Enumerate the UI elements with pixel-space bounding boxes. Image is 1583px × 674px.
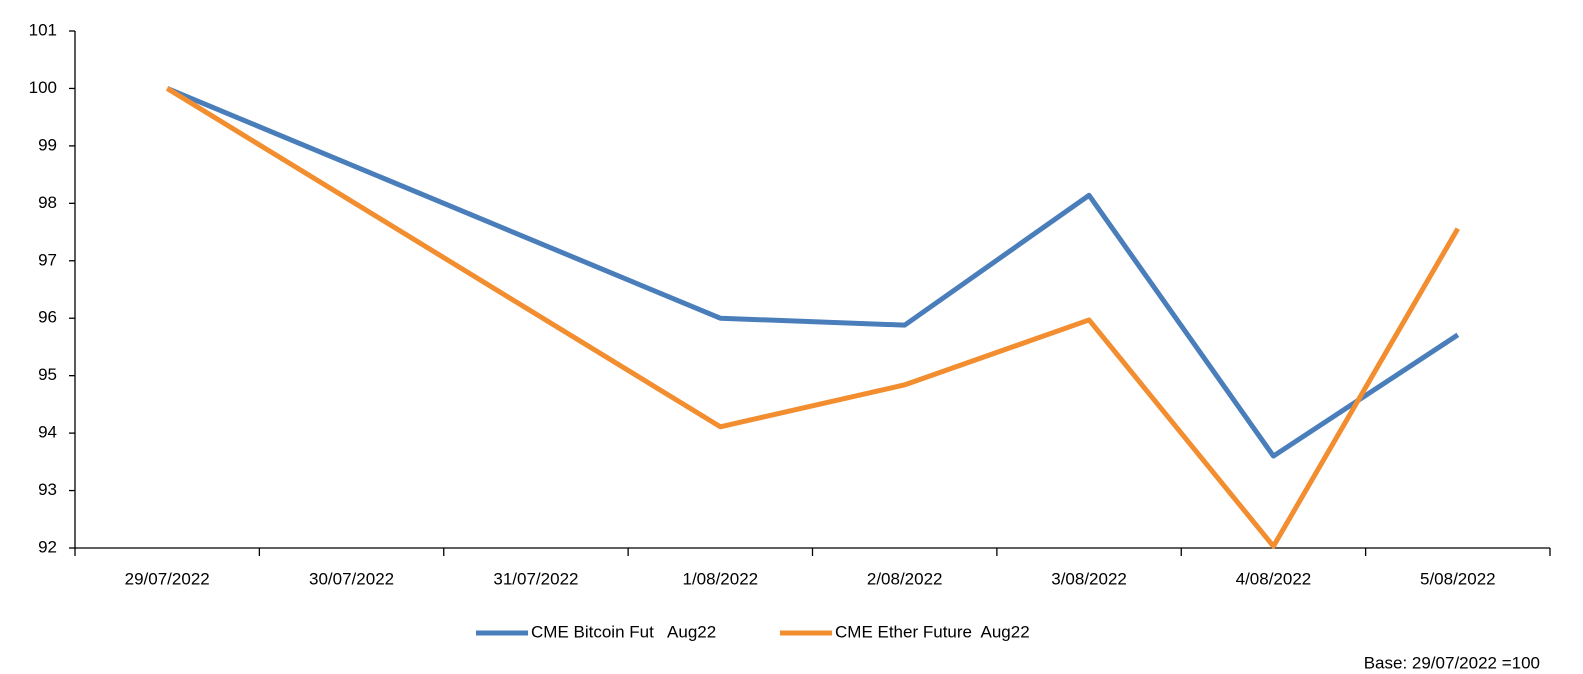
legend-label: CME Ether Future Aug22 [835, 622, 1030, 641]
y-tick-label: 97 [38, 250, 57, 269]
y-tick-label: 98 [38, 193, 57, 212]
x-tick-label: 30/07/2022 [309, 569, 394, 588]
y-tick-label: 95 [38, 365, 57, 384]
y-tick-label: 99 [38, 135, 57, 154]
y-tick-label: 100 [29, 78, 57, 97]
y-tick-label: 92 [38, 537, 57, 556]
line-series [166, 86, 1460, 459]
footnote: Base: 29/07/2022 =100 [1364, 653, 1540, 672]
y-tick-label: 96 [38, 308, 57, 327]
y-tick-label: 94 [38, 423, 57, 442]
x-tick-label: 2/08/2022 [867, 569, 943, 588]
x-tick-label: 4/08/2022 [1236, 569, 1312, 588]
legend-label: CME Bitcoin Fut Aug22 [531, 622, 716, 641]
x-tick-label: 5/08/2022 [1420, 569, 1496, 588]
x-tick-label: 3/08/2022 [1051, 569, 1127, 588]
x-tick-label: 31/07/2022 [493, 569, 578, 588]
y-tick-label: 101 [29, 20, 57, 39]
y-tick-label: 93 [38, 480, 57, 499]
line-series [165, 86, 1460, 549]
x-tick-label: 29/07/2022 [125, 569, 210, 588]
x-tick-label: 1/08/2022 [682, 569, 758, 588]
